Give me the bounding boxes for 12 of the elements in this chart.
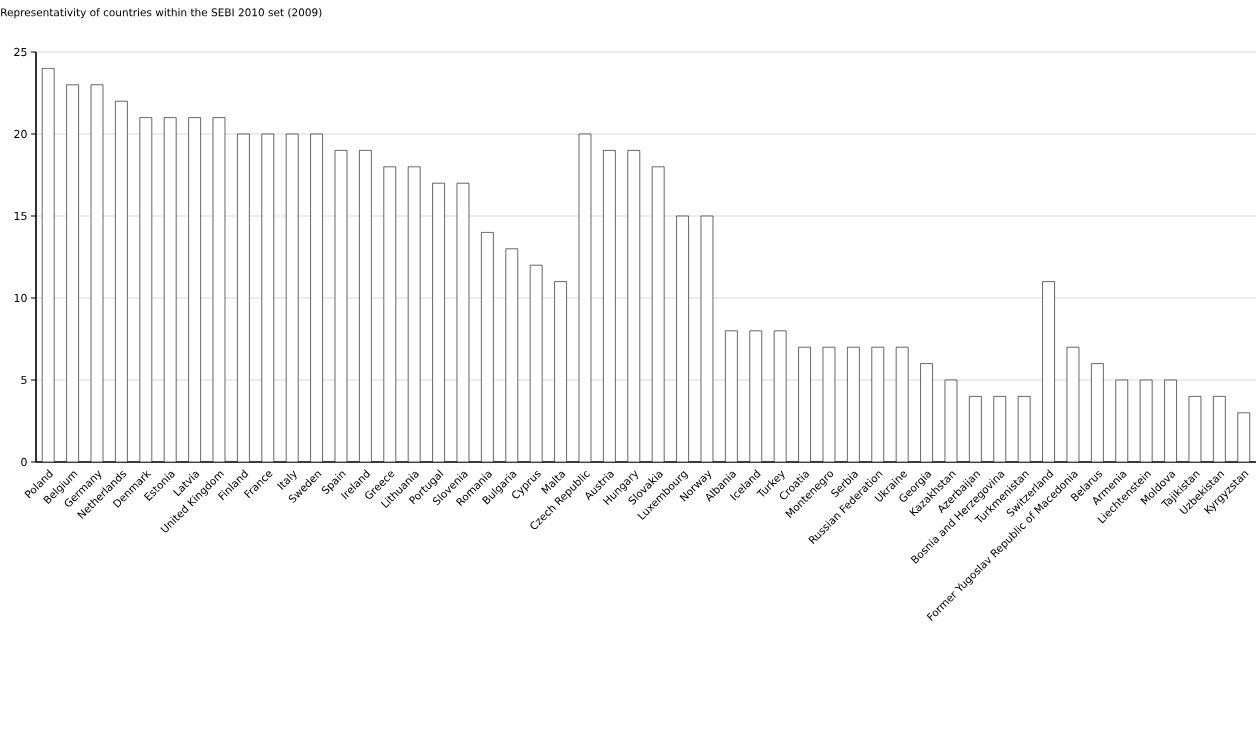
y-tick-label: 10: [14, 293, 27, 303]
y-tick-label: 15: [14, 211, 27, 221]
bar: [237, 133, 250, 462]
bar: [285, 133, 299, 462]
bar: [310, 133, 323, 462]
bar: [261, 133, 275, 462]
y-tick-label: 5: [21, 375, 27, 385]
y-tick-label: 0: [21, 457, 27, 467]
chart-title: Representativity of countries within the SEBI 2010 set (2009): [1, 8, 322, 19]
bar: [676, 215, 689, 462]
y-tick-label: 20: [14, 129, 27, 139]
y-tick-label: 25: [14, 47, 27, 57]
